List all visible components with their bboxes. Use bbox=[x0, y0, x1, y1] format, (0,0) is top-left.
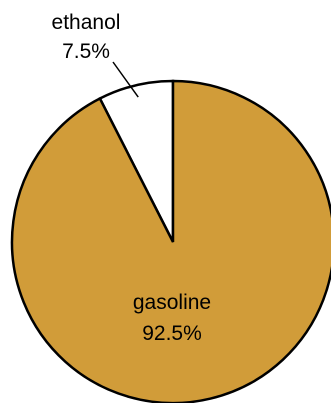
gasoline-slice-name: gasoline bbox=[133, 291, 211, 314]
pie-slices bbox=[10, 79, 331, 403]
ethanol-slice-name: ethanol bbox=[52, 11, 121, 34]
pie-slice-gasoline bbox=[10, 79, 331, 403]
ethanol-leader-line bbox=[112, 61, 139, 98]
gasoline-slice-percent: 92.5% bbox=[142, 322, 202, 345]
ethanol-slice-percent: 7.5% bbox=[62, 40, 110, 63]
